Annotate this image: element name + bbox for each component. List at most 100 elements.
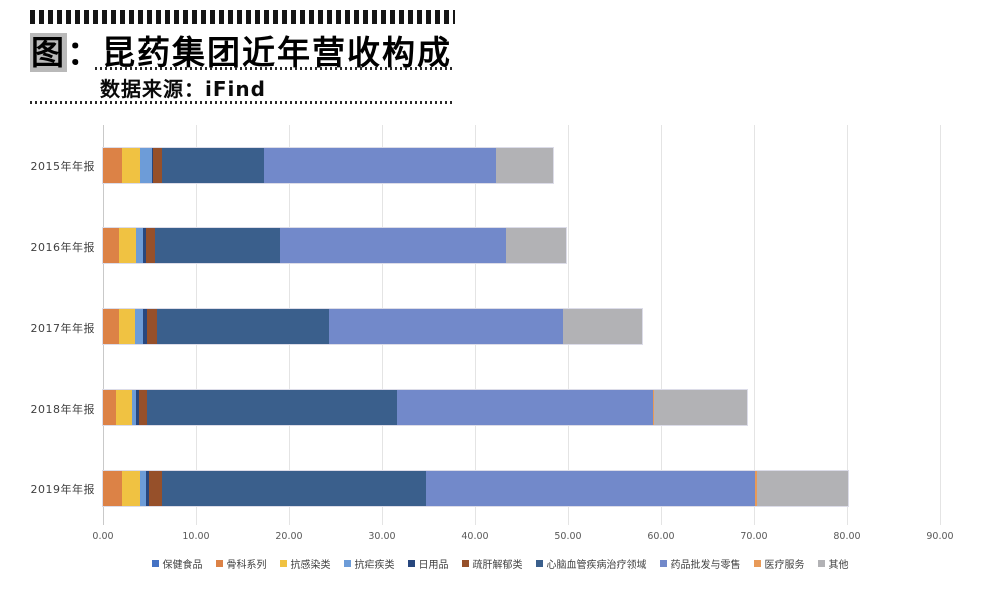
y-category-label: 2019年年报	[30, 483, 95, 497]
legend-label: 疏肝解郁类	[472, 560, 523, 571]
legend-item-药品批发与零售: 药品批发与零售	[659, 556, 741, 571]
bar-segment-药品批发与零售	[263, 147, 497, 183]
legend-swatch-icon	[343, 560, 351, 567]
bar-segment-抗感染类	[121, 147, 141, 183]
legend-swatch-icon	[817, 560, 825, 567]
x-tick-label: 20.00	[275, 531, 303, 542]
legend-swatch-icon	[659, 560, 667, 567]
bar-segment-骨科系列	[103, 470, 122, 506]
x-tick-label: 80.00	[833, 531, 861, 542]
legend-label: 医疗服务	[764, 560, 805, 571]
legend-label: 其他	[828, 560, 849, 571]
bar-segment-抗感染类	[116, 390, 132, 425]
stacked-bar-2018年年报	[103, 390, 747, 425]
legend-label: 心脑血管疾病治疗领域	[546, 560, 647, 571]
gridline	[847, 125, 848, 525]
legend-label: 药品批发与零售	[670, 560, 741, 571]
bar-segment-疏肝解郁类	[153, 147, 163, 183]
bar-segment-抗感染类	[118, 228, 137, 264]
bar-segment-药品批发与零售	[279, 228, 506, 264]
x-tick-label: 50.00	[554, 531, 582, 542]
bar-segment-其他	[757, 470, 848, 506]
x-tick-label: 70.00	[740, 531, 768, 542]
legend-swatch-icon	[279, 560, 287, 567]
dotted-divider-top	[95, 67, 455, 70]
legend-item-骨科系列: 骨科系列	[215, 556, 267, 571]
x-tick-label: 90.00	[926, 531, 954, 542]
bar-segment-其他	[505, 228, 567, 264]
bar-segment-日用品	[142, 309, 147, 345]
legend-label: 日用品	[418, 560, 449, 571]
bar-segment-疏肝解郁类	[146, 309, 157, 345]
bar-segment-抗疟疾类	[134, 309, 143, 345]
bar-segment-心脑血管疾病治疗领域	[162, 147, 264, 183]
legend-swatch-icon	[407, 560, 415, 567]
chart-legend: 保健食品 骨科系列 抗感染类 抗疟疾类 日用品 疏肝解郁类 心脑血管疾病治疗领域 药品批发与零…	[0, 556, 1000, 571]
legend-item-日用品: 日用品	[407, 556, 449, 571]
bar-segment-抗疟疾类	[140, 470, 146, 506]
x-tick-label: 30.00	[368, 531, 396, 542]
dotted-divider-bottom	[30, 101, 455, 104]
bar-segment-医疗服务	[754, 470, 758, 506]
y-axis-labels: 2015年年报 2016年年报 2017年年报 2018年年报 2019年年报	[0, 125, 95, 525]
bar-segment-日用品	[145, 470, 150, 506]
legend-item-保健食品: 保健食品	[151, 556, 203, 571]
bar-segment-药品批发与零售	[396, 390, 653, 425]
stacked-bar-2019年年报	[103, 470, 848, 506]
bar-segment-抗感染类	[121, 470, 141, 506]
decorative-ruler-bar	[30, 10, 455, 24]
stacked-bar-2017年年报	[103, 309, 643, 345]
bar-segment-抗疟疾类	[136, 228, 143, 264]
bar-segment-抗疟疾类	[131, 390, 137, 425]
legend-label: 抗感染类	[290, 560, 331, 571]
legend-swatch-icon	[461, 560, 469, 567]
bar-segment-疏肝解郁类	[139, 390, 147, 425]
bar-segment-药品批发与零售	[328, 309, 564, 345]
bar-segment-骨科系列	[103, 390, 117, 425]
y-category-label: 2016年年报	[30, 240, 95, 254]
bar-segment-心脑血管疾病治疗领域	[161, 470, 426, 506]
title-text: 昆药集团近年营收构成	[102, 33, 452, 72]
bar-segment-医疗服务	[652, 390, 655, 425]
stacked-bar-2016年年报	[103, 228, 567, 264]
x-tick-label: 0.00	[92, 531, 114, 542]
gridline	[661, 125, 662, 525]
legend-swatch-icon	[151, 560, 159, 567]
y-category-label: 2017年年报	[30, 321, 95, 335]
bar-segment-骨科系列	[103, 309, 119, 345]
bar-segment-疏肝解郁类	[149, 470, 162, 506]
bar-segment-日用品	[136, 390, 140, 425]
bar-segment-其他	[496, 147, 554, 183]
x-tick-label: 40.00	[461, 531, 489, 542]
bar-segment-心脑血管疾病治疗领域	[156, 309, 329, 345]
gridline	[754, 125, 755, 525]
y-category-label: 2015年年报	[30, 160, 95, 174]
legend-label: 骨科系列	[226, 560, 267, 571]
stacked-bar-2015年年报	[103, 147, 554, 183]
bar-segment-药品批发与零售	[425, 470, 755, 506]
bar-segment-骨科系列	[103, 147, 122, 183]
x-axis-labels: 0.00 10.00 20.00 30.00 40.00 50.00 60.00 70.00 8…	[0, 531, 1000, 545]
bar-segment-心脑血管疾病治疗领域	[146, 390, 397, 425]
legend-item-疏肝解郁类: 疏肝解郁类	[461, 556, 523, 571]
legend-item-其他: 其他	[817, 556, 849, 571]
x-tick-label: 60.00	[647, 531, 675, 542]
bar-segment-其他	[654, 390, 747, 425]
legend-swatch-icon	[535, 560, 543, 567]
legend-label: 抗疟疾类	[354, 560, 395, 571]
legend-label: 保健食品	[162, 560, 203, 571]
bar-segment-抗疟疾类	[140, 147, 153, 183]
legend-swatch-icon	[215, 560, 223, 567]
legend-swatch-icon	[753, 560, 761, 567]
title-prefix: 图	[30, 33, 67, 72]
legend-item-医疗服务: 医疗服务	[753, 556, 805, 571]
y-category-label: 2018年年报	[30, 402, 95, 416]
gridline	[940, 125, 941, 525]
bar-segment-心脑血管疾病治疗领域	[155, 228, 280, 264]
bar-segment-骨科系列	[103, 228, 119, 264]
bar-segment-抗感染类	[118, 309, 135, 345]
bar-segment-日用品	[142, 228, 146, 264]
title-colon: ：	[67, 33, 102, 72]
bar-segment-疏肝解郁类	[145, 228, 156, 264]
